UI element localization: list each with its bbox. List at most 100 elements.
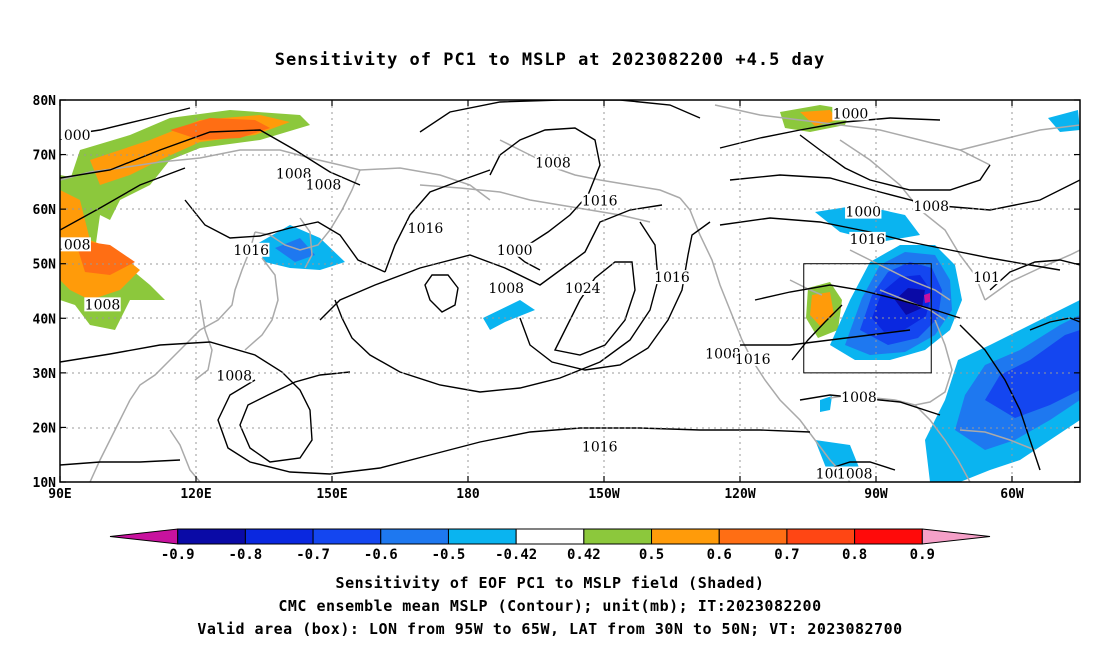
contour-label: 1016 (850, 232, 886, 248)
contour-label: 1008 (85, 297, 121, 313)
colorbar-label: -0.8 (229, 547, 263, 563)
colorbar-label: 0.8 (842, 547, 867, 563)
footer-line-3: Valid area (box): LON from 95W to 65W, L… (197, 620, 903, 638)
contour-label: 1016 (233, 243, 269, 259)
lon-label: 60W (1000, 487, 1024, 502)
contour-label-bg (305, 177, 342, 192)
colorbar-label: -0.5 (432, 547, 466, 563)
positive-area (800, 110, 838, 126)
contour-label-bg (488, 281, 525, 295)
footer-line-1: Sensitivity of EOF PC1 to MSLP field (Sh… (335, 574, 765, 592)
colorbar-segment (786, 528, 856, 545)
lat-label: 70N (33, 149, 57, 164)
contour-label-bg (496, 242, 533, 257)
colorbar-label: -0.6 (364, 547, 398, 563)
map-title: Sensitivity of PC1 to MSLP at 2023082200… (274, 50, 826, 70)
contour-label-bg (836, 466, 873, 481)
contour-label-bg (216, 368, 253, 383)
negative-area (275, 238, 315, 262)
lat-label: 30N (33, 367, 57, 382)
valid-area-box (803, 263, 932, 374)
lat-label: 60N (33, 203, 57, 218)
contour-label: 1000 (55, 128, 91, 144)
lon-label: 90W (864, 487, 888, 502)
graticule (60, 100, 1080, 482)
lon-label: 120W (724, 487, 755, 502)
contour-label: 1008 (535, 155, 571, 171)
colorbar-label: -0.42 (495, 547, 537, 563)
lon-label: 150W (588, 487, 619, 502)
contour-label: 1000 (497, 243, 533, 259)
contour-label-bg (564, 281, 601, 295)
contour-label: 1008 (913, 199, 949, 215)
contour-label-bg (275, 166, 312, 181)
colorbar-label: 0.7 (774, 547, 799, 563)
colorbar-label: 0.9 (910, 547, 935, 563)
contour-label: 1008 (306, 177, 342, 193)
colorbar: -0.9 -0.8 -0.7 -0.6 -0.5 -0.42 0.42 0.5 0.6 0.7 0.… (109, 528, 991, 563)
coastlines (60, 104, 1080, 482)
negative-area (924, 293, 930, 303)
colorbar-label: 0.5 (639, 547, 664, 563)
positive-area (70, 110, 310, 220)
contour-label: 1008 (276, 166, 312, 182)
colorbar-label: -0.9 (161, 547, 195, 563)
contour-label-bg (60, 237, 91, 252)
contour-label: 1008 (837, 467, 873, 483)
contour-label-bg (84, 297, 121, 312)
colorbar-label: 0.42 (567, 547, 601, 563)
lat-label: 20N (33, 421, 57, 436)
contour-label: 1008 (841, 390, 877, 406)
contour-label: 1000 (833, 106, 869, 122)
colorbar-segment (244, 528, 314, 545)
contour-label: 1016 (582, 194, 618, 210)
footer-line-2: CMC ensemble mean MSLP (Contour); unit(m… (278, 597, 822, 615)
negative-area (820, 396, 832, 412)
negative-area (483, 300, 535, 330)
lat-label: 10N (33, 476, 57, 491)
positive-area (170, 118, 270, 140)
colorbar-label: -0.7 (296, 547, 330, 563)
contour-label-bg (840, 390, 878, 405)
contour-label-bg (734, 351, 771, 366)
contour-label: 1008 (705, 346, 741, 362)
colorbar-segment (583, 528, 653, 545)
colorbar-segment (447, 528, 517, 545)
colorbar-segment (515, 528, 585, 545)
isobars (60, 100, 1080, 475)
contour-label: 1016 (735, 352, 771, 368)
contour-label-bg (534, 155, 572, 170)
contour-label-bg (407, 220, 444, 235)
contour-label-bg (704, 346, 742, 361)
colorbar-segment (177, 528, 246, 545)
colorbar-arrow-left (109, 528, 179, 545)
contour-label-bg (972, 270, 1001, 285)
contour-label: 101 (973, 270, 1000, 286)
contour-label: 1016 (408, 221, 444, 237)
lon-label: 120E (180, 487, 211, 502)
contour-label-bg (581, 193, 618, 208)
contour-label-bg (653, 270, 691, 285)
colorbar-segment (651, 528, 720, 545)
negative-area (815, 205, 920, 242)
lon-label: 90E (48, 487, 71, 502)
colorbar-arrow-right (921, 528, 991, 545)
contour-label-bg (581, 439, 618, 454)
contour-label: 1016 (654, 270, 690, 286)
colorbar-segment (854, 528, 923, 545)
colorbar-segment (312, 528, 382, 545)
contour-label-bg (845, 204, 882, 219)
lon-label: 180 (456, 487, 480, 502)
lon-label: 150E (316, 487, 347, 502)
contour-label: 1008 (488, 281, 524, 297)
colorbar-segment (380, 528, 449, 545)
contour-label: 1024 (565, 281, 601, 297)
negative-area (985, 330, 1080, 418)
contour-label-bg (60, 128, 91, 143)
contour-label: 1016 (582, 439, 618, 455)
contour-label-bg (832, 106, 869, 121)
contour-label: 1000 (845, 205, 881, 221)
plot-frame (59, 99, 1081, 483)
